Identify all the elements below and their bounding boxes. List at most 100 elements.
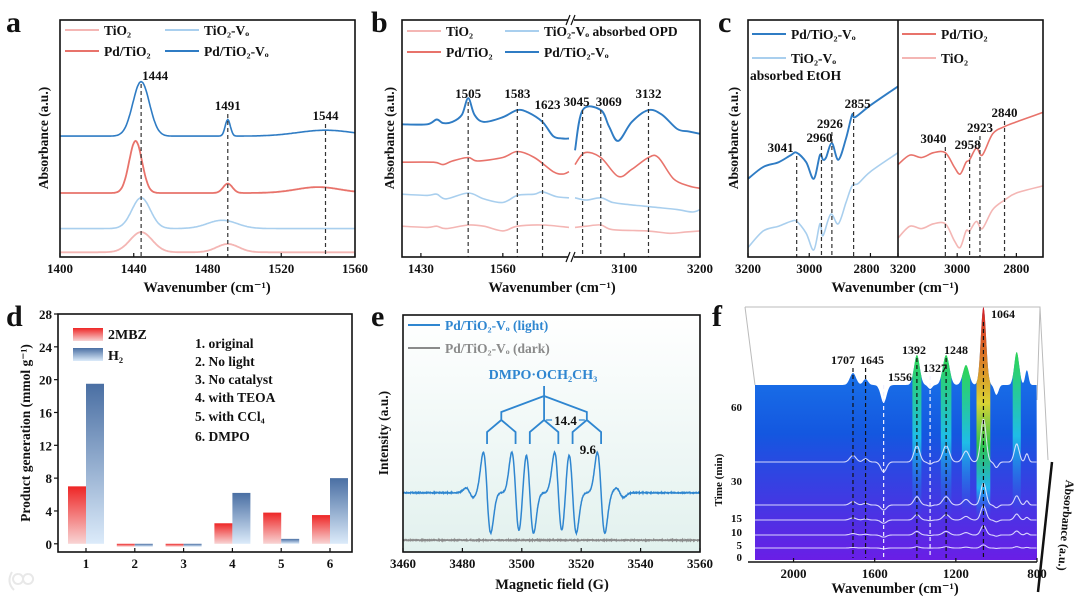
condition-label: 2. No light [195,354,255,369]
legend-label: TiO₂ [446,24,473,39]
y-tick-label: 12 [39,438,52,453]
y-tick-label: 8 [46,471,53,486]
spectrum-line [748,153,898,250]
x-tick-label: 3520 [568,556,594,571]
x-tick-label: 1600 [862,566,888,581]
panel-b: 1505 15831623 3045 30693132TiO₂ TiO₂-Vₒ abso… [371,6,713,296]
x-tick-label: 3000 [796,261,822,276]
spectrum-line [60,141,355,193]
x-tick-label: 1560 [490,261,516,276]
spectrum-line [402,152,569,175]
x-tick-label: 1400 [47,261,73,276]
condition-label: 6. DMPO [195,429,250,444]
peak-label: 1623 [535,97,562,112]
figure: 144414911544TiO₂ TiO₂-VₒPd/TiO₂ Pd/TiO₂-Vₒ… [0,0,1080,597]
spectrum-line [898,186,1043,248]
bar-2mbz-3 [166,544,184,547]
x-tick-label: 3540 [628,556,654,571]
absorbance-surface [755,308,1037,560]
panel-c: 3041 296029262855 3040 2958 29232840 Pd/TiO₂-… [718,6,1043,296]
bar-h-5 [281,539,299,544]
spectrum-line [60,82,355,137]
spectrum-line [402,225,569,231]
legend-label: Pd/TiO₂ [104,44,151,59]
bar-2mbz-6 [312,515,330,544]
legend-label: Pd/TiO₂-Vₒ [544,45,609,60]
peak-label: 2958 [955,137,982,152]
time-tick-label: 15 [731,513,743,525]
hyperfine-ah-label: 9.6 [580,442,597,457]
legend-label: H₂ [108,349,123,364]
watermark-logo [9,572,33,590]
peak-label: 2926 [817,116,844,131]
z-axis-title: Absorbance (a.u.) [1055,479,1077,571]
panel-letter: d [6,300,23,333]
bar-2mbz-1 [68,486,86,543]
peak-label: 1707 [831,353,855,367]
x-axis-title: Wavenumber (cm⁻¹) [143,280,270,296]
epr-spectrum-line [403,540,700,541]
x-tick-label: 3 [180,556,187,571]
panel-letter: b [371,6,388,39]
legend-label: TiO₂ [104,23,131,38]
legend-label: TiO₂-Vₒ absorbed OPD [544,24,678,39]
y-tick-label: 4 [46,504,53,519]
legend-label: Pd/TiO₂-Vₒ (dark) [445,341,550,356]
adduct-label: DMPO·OCH₂CH₃ [489,368,598,383]
y-tick-label: 16 [39,405,53,420]
watermark-icon [9,572,33,590]
x-axis-title: Wavenumber (cm⁻¹) [488,280,615,296]
peak-label: 2923 [967,120,994,135]
spectrum-line [60,232,355,252]
peak-label: 1544 [313,108,340,123]
x-tick-label: 1430 [408,261,434,276]
y-axis-title: Intensity (a.u.) [376,391,391,475]
legend-label: TiO₂ [941,51,968,66]
bar-2mbz-2 [117,544,135,547]
bar-h-1 [86,384,104,544]
time-tick-label: 10 [731,527,743,539]
y-axis-title: Time (min) [713,453,725,506]
y-axis-title: Absorbance (a.u.) [36,87,51,189]
spectrum-line [60,198,355,229]
x-tick-label: 3100 [611,261,637,276]
x-tick-label: 3000 [944,261,970,276]
panel-d: 04812162024281 2 3 4 5 62MBZH₂1. original2. N… [6,300,352,571]
x-axis-title: Wavenumber (cm⁻¹) [831,581,958,597]
panel-f: 1707 1645 1556 1392 1327 1248 1064 2000 1600 1200… [712,300,1077,597]
x-tick-label: 1560 [342,261,368,276]
x-axis-title: Magnetic field (G) [495,577,609,593]
x-tick-label: 1480 [195,261,221,276]
x-tick-label: 4 [229,556,236,571]
legend-swatch-h2 [73,348,103,361]
y-axis-title: Absorbance (a.u.) [726,87,741,189]
spectrum-line [575,106,700,150]
panel-letter: f [712,300,723,333]
legend-label: Pd/TiO₂ [446,45,493,60]
peak-label: 3132 [635,86,661,101]
peak-label: 3045 [564,94,591,109]
x-tick-label: 1 [83,556,90,571]
peak-label: 1556 [888,370,912,384]
x-tick-label: 3200 [735,261,761,276]
spectrum-line [402,192,569,203]
peak-label: 1248 [944,343,968,357]
y-tick-label: 24 [39,340,53,355]
time-tick-label: 5 [737,540,743,552]
x-tick-label: 3460 [390,556,416,571]
bar-h-3 [184,544,202,547]
x-tick-label: 2800 [853,261,879,276]
panel-letter: c [718,6,731,39]
x-tick-label: 2 [132,556,139,571]
y-axis-title: Product generation (mmol g⁻¹) [18,344,33,522]
peak-label: 3041 [768,140,794,155]
condition-label: 3. No catalyst [195,372,273,387]
legend-swatch-2mbz [73,328,103,341]
condition-label: 5. with CCl₄ [195,409,265,424]
spectrum-line [575,225,700,233]
x-tick-label: 1440 [121,261,147,276]
spectrum-line [575,198,700,212]
legend-label: 2MBZ [108,328,147,343]
panel-a: 144414911544TiO₂ TiO₂-VₒPd/TiO₂ Pd/TiO₂-Vₒ… [6,6,368,296]
peak-label: 1392 [902,343,926,357]
